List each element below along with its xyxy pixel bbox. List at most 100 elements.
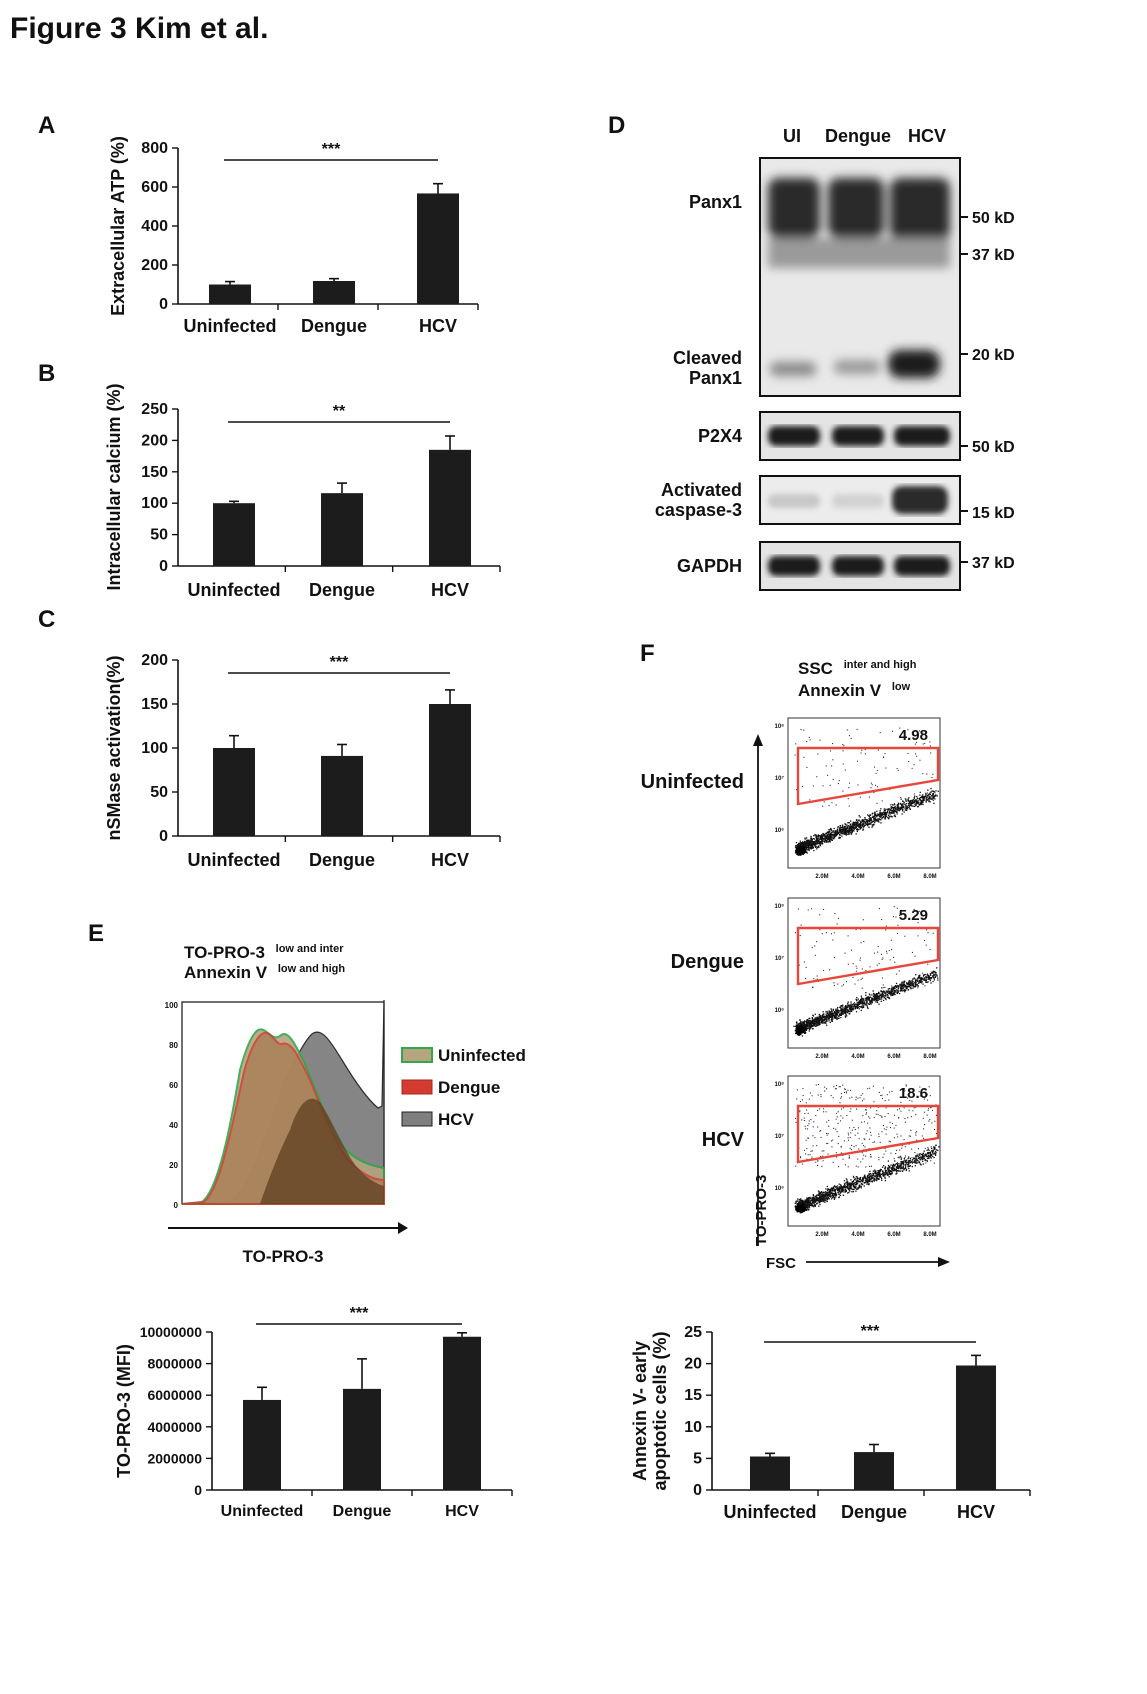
flow-point [900,1165,902,1167]
flow-point [811,1025,814,1028]
flow-point [873,998,875,1000]
flow-point [889,990,892,992]
flow-point [928,1155,930,1158]
flow-point [833,1014,835,1017]
flow-point [927,799,929,801]
flow-point [932,974,935,976]
flow-point [884,1167,886,1170]
flow-point [862,1006,865,1008]
flow-point [888,990,890,992]
flow-point [897,1164,899,1167]
flow-point [880,816,882,818]
flow-point [855,827,858,829]
flow-point [803,1023,806,1025]
bar-uninfected [213,503,255,566]
flow-point [853,1179,855,1182]
flow-point [845,1178,848,1180]
flow-point [919,1162,921,1164]
y-tick-label: 0 [159,558,168,575]
flow-point [850,949,852,951]
flow-point [814,1013,816,1015]
flow-point [907,1157,909,1160]
flow-point [817,1017,819,1019]
flow-point [911,1161,913,1163]
x-category-label: HCV [419,316,457,336]
flow-point [836,1189,839,1191]
flow-point [915,974,917,976]
flow-row-label: Uninfected [641,771,744,793]
flow-point [885,925,887,927]
flow-point [908,1170,910,1172]
flow-point [855,1003,857,1005]
flow-point [834,1015,836,1017]
flow-point [900,803,902,805]
hist-ytick-100: 100 [165,1001,179,1010]
flow-point [815,843,817,845]
flow-point [914,800,916,802]
flow-point [919,799,921,801]
flow-point [819,836,821,838]
flow-point [893,991,895,993]
y-axis-label: TO-PRO-3 (MFI) [114,1344,134,1478]
flow-point [882,1175,884,1177]
p2x4-band-dengue [832,426,884,446]
flow-point [835,1192,837,1194]
flow-point [894,810,897,813]
flow-point [804,1023,806,1026]
flow-point [798,842,800,845]
flow-point [800,1022,802,1025]
flow-point [869,1180,871,1183]
flow-point [818,1024,820,1026]
flow-point [828,829,830,831]
flow-point [808,848,810,850]
flow-point [868,820,871,822]
flow-point [877,995,879,997]
flow-point [807,839,809,841]
flow-point [928,1152,930,1154]
flow-point [865,1178,867,1180]
flow-point [861,997,863,999]
flow-point [815,1195,817,1197]
flow-point [879,810,881,812]
flow-point [841,830,843,832]
flow-point [914,986,916,988]
flow-point [899,727,901,729]
flow-point [870,782,872,784]
flow-point [812,1020,814,1022]
flow-point [819,837,822,839]
flow-point [807,1200,810,1202]
flow-point [821,1015,824,1017]
flow-point [841,1008,843,1010]
flow-point [925,793,927,795]
flow-point [844,830,846,832]
flow-point [842,790,844,792]
flow-point [914,803,916,805]
flow-point [824,839,827,841]
flow-point [878,819,880,821]
flow-point [877,951,879,953]
flow-point [821,836,823,838]
flow-point [880,996,883,998]
flow-point [833,957,835,959]
flow-point [917,978,919,980]
flow-point [849,1008,851,1011]
flow-point [931,793,934,795]
flow-point [852,1006,854,1008]
flow-point [871,813,873,815]
flow-point [799,1198,802,1200]
flow-point [822,1011,824,1013]
flow-point [813,1021,815,1023]
flow-point [898,985,900,988]
flow-point [807,1025,809,1028]
flow-point [917,1154,919,1157]
flow-point [900,1161,902,1164]
flow-point [922,1156,925,1158]
flow-point [818,1018,820,1020]
flow-point [850,826,852,828]
flow-point [886,950,888,952]
flow-point [857,1187,859,1189]
flow-point [877,1170,879,1172]
flow-point [795,743,797,745]
flow-point [921,979,923,981]
flow-point [831,830,833,832]
